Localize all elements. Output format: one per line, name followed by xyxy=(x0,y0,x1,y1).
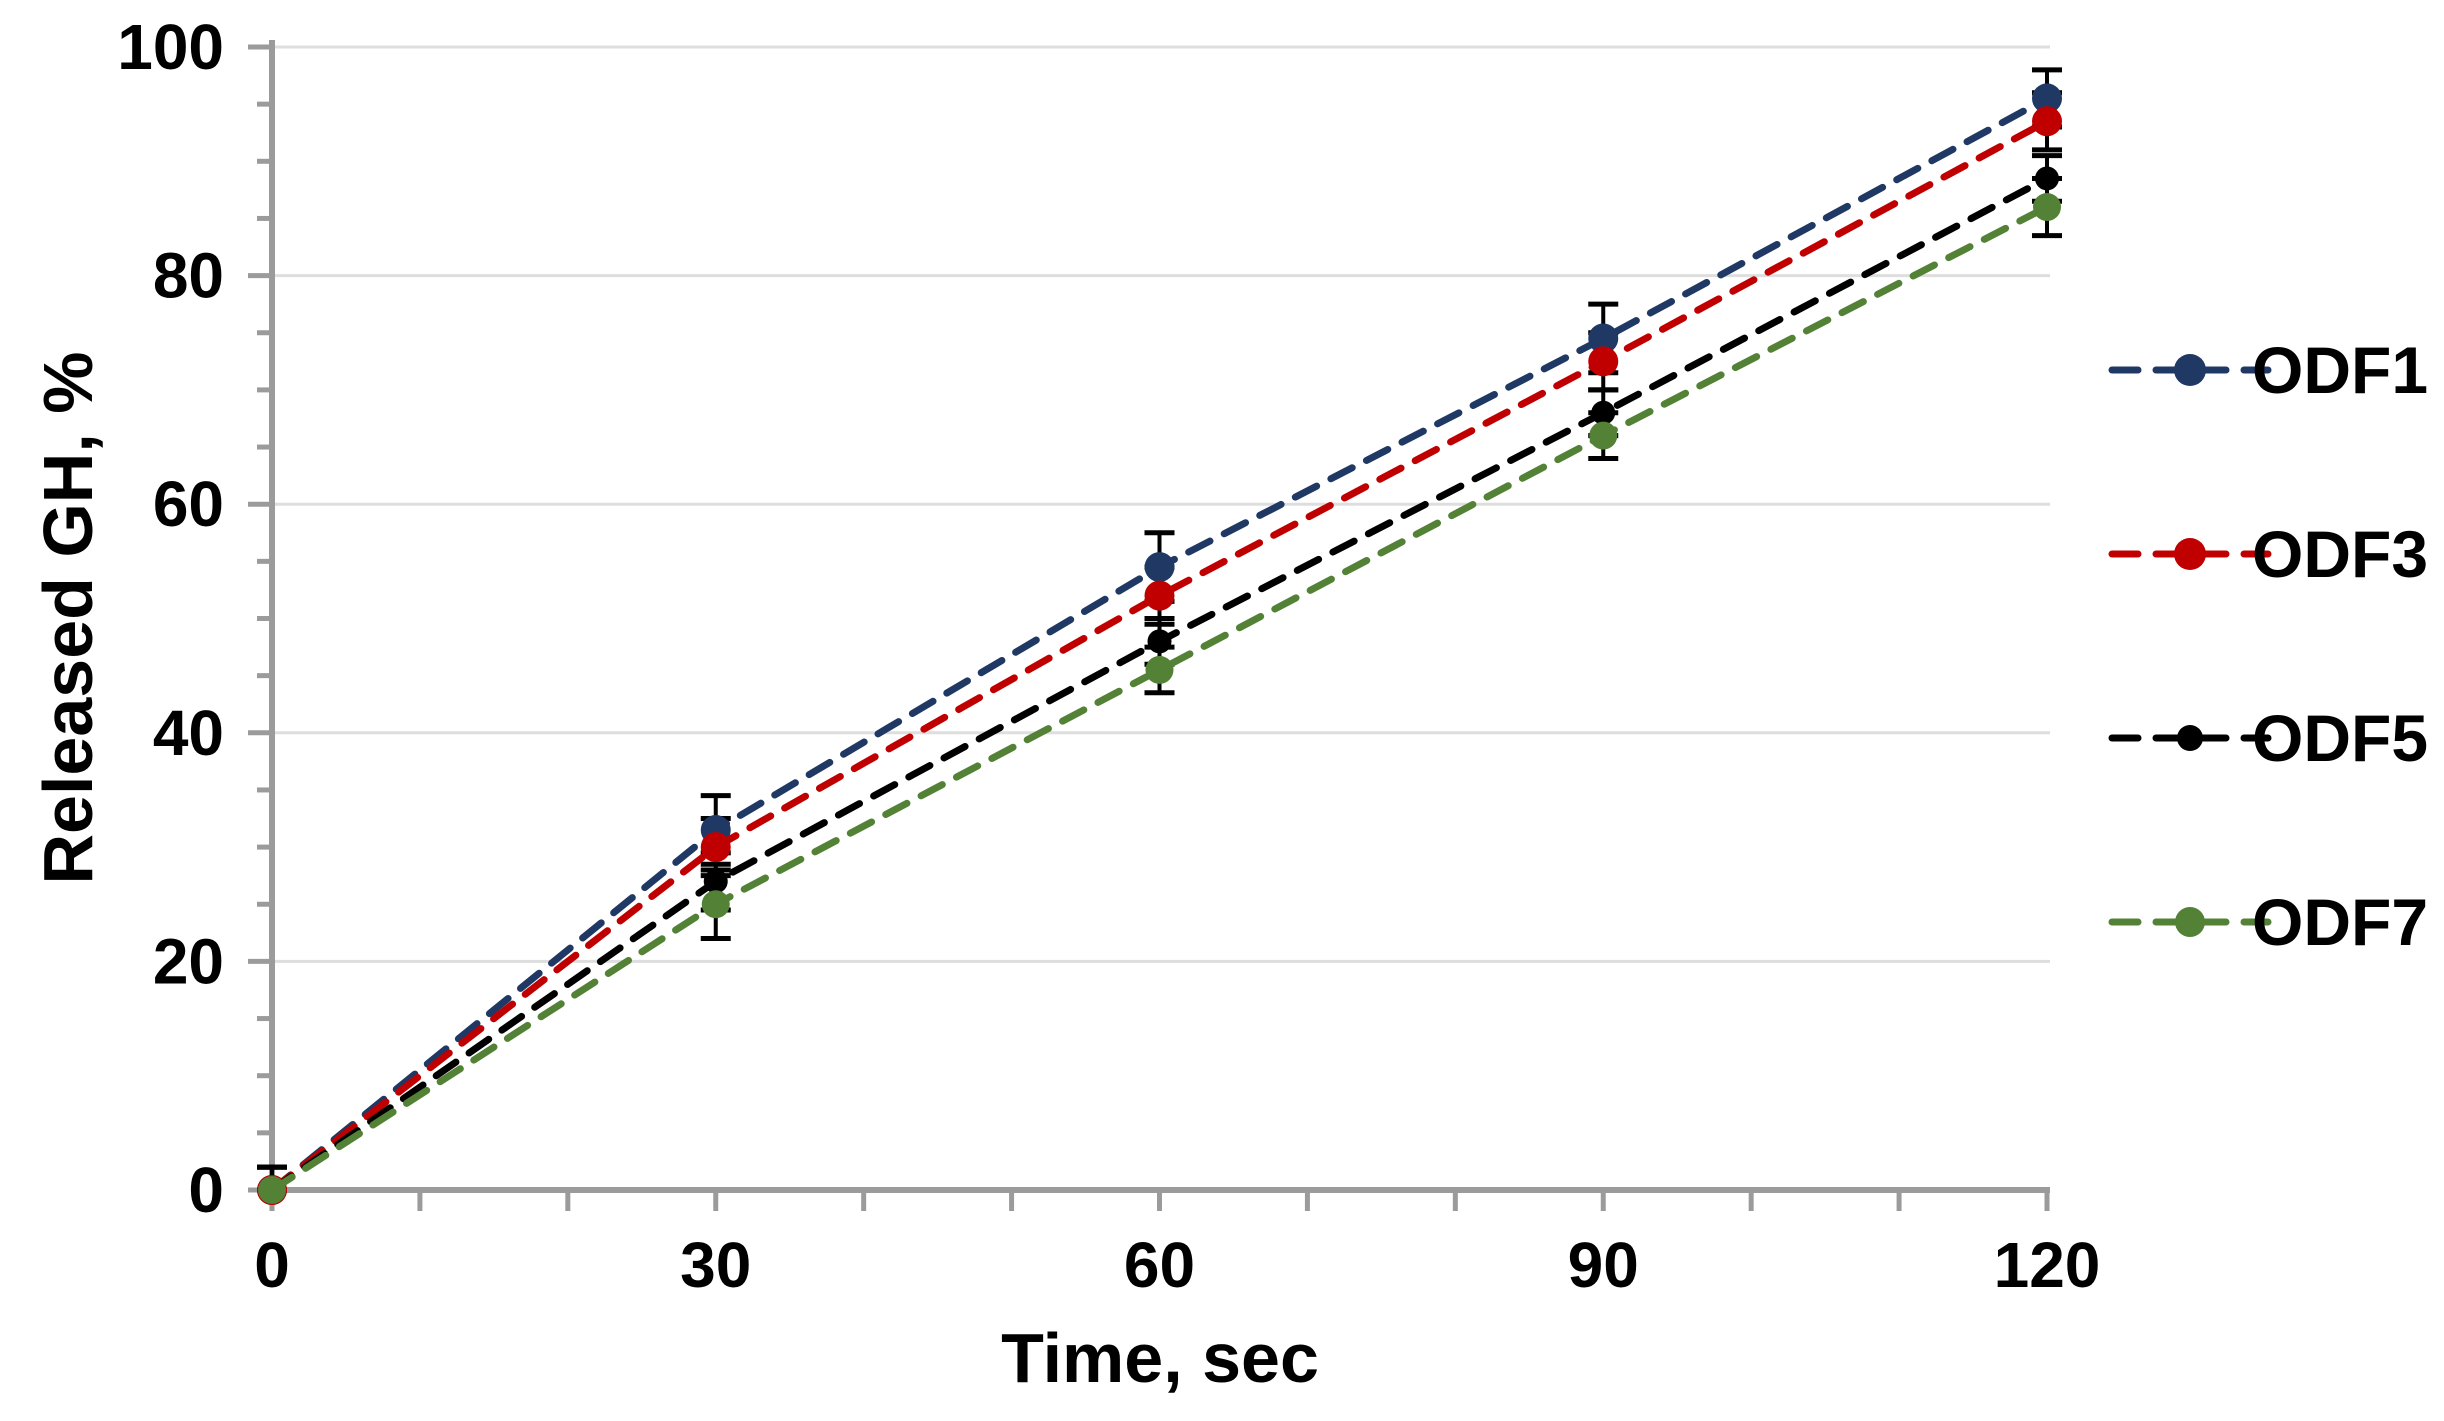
series-line-odf3 xyxy=(268,117,2051,1194)
data-series-group xyxy=(257,83,2062,1205)
legend-marker-dot xyxy=(2177,725,2203,751)
x-tick-label: 0 xyxy=(254,1229,290,1301)
tick-labels-group: 0 20 40 60 80 100 0 30 60 90 120 xyxy=(117,11,2100,1301)
data-point-odf7 xyxy=(2033,193,2061,222)
y-tick-label: 100 xyxy=(117,11,224,83)
data-point-odf3 xyxy=(1144,580,1175,611)
legend-item-odf1: ODF1 xyxy=(2108,333,2428,407)
y-tick-label: 80 xyxy=(153,240,224,312)
legend-item-odf3: ODF3 xyxy=(2108,517,2428,591)
x-axis-title: Time, sec xyxy=(1001,1319,1319,1397)
data-point-odf5 xyxy=(1591,400,1616,425)
data-point-odf1 xyxy=(2032,83,2062,114)
y-tick-label: 0 xyxy=(188,1154,224,1226)
data-point-odf3 xyxy=(700,832,731,863)
y-tick-label: 60 xyxy=(153,468,224,540)
legend-marker-dot xyxy=(2175,907,2205,937)
data-point-odf5 xyxy=(2035,166,2059,191)
data-point-odf3 xyxy=(1588,346,1619,377)
x-tick-label: 60 xyxy=(1124,1229,1195,1301)
data-point-odf7 xyxy=(258,1176,286,1204)
x-tick-label: 90 xyxy=(1568,1229,1639,1301)
y-axis-title: Released GH, % xyxy=(29,352,107,885)
data-point-odf5 xyxy=(1147,629,1172,654)
data-point-odf3 xyxy=(2032,106,2062,137)
legend-item-odf7: ODF7 xyxy=(2108,885,2428,959)
data-point-odf7 xyxy=(1589,421,1618,450)
legend-label: ODF5 xyxy=(2252,701,2428,775)
legend-label: ODF1 xyxy=(2252,333,2428,407)
legend-marker-dot xyxy=(2174,354,2206,386)
legend: ODF1 ODF3 ODF5 ODF7 xyxy=(2108,333,2428,959)
legend-label: ODF3 xyxy=(2252,517,2428,591)
y-tick-label: 20 xyxy=(153,925,224,997)
legend-marker-dot xyxy=(2174,538,2206,570)
gridlines-group xyxy=(272,45,2050,963)
series-line-odf7 xyxy=(268,203,2051,1194)
y-tick-label: 40 xyxy=(153,697,224,769)
legend-item-odf5: ODF5 xyxy=(2108,701,2428,775)
data-point-odf1 xyxy=(1588,323,1619,354)
data-point-odf1 xyxy=(1144,552,1175,583)
x-tick-label: 30 xyxy=(680,1229,751,1301)
x-tick-label: 120 xyxy=(1994,1229,2101,1301)
data-point-odf7 xyxy=(1145,655,1174,684)
data-point-odf7 xyxy=(701,890,730,919)
data-point-odf5 xyxy=(703,869,728,894)
legend-label: ODF7 xyxy=(2252,885,2428,959)
axes-group xyxy=(248,40,2050,1211)
